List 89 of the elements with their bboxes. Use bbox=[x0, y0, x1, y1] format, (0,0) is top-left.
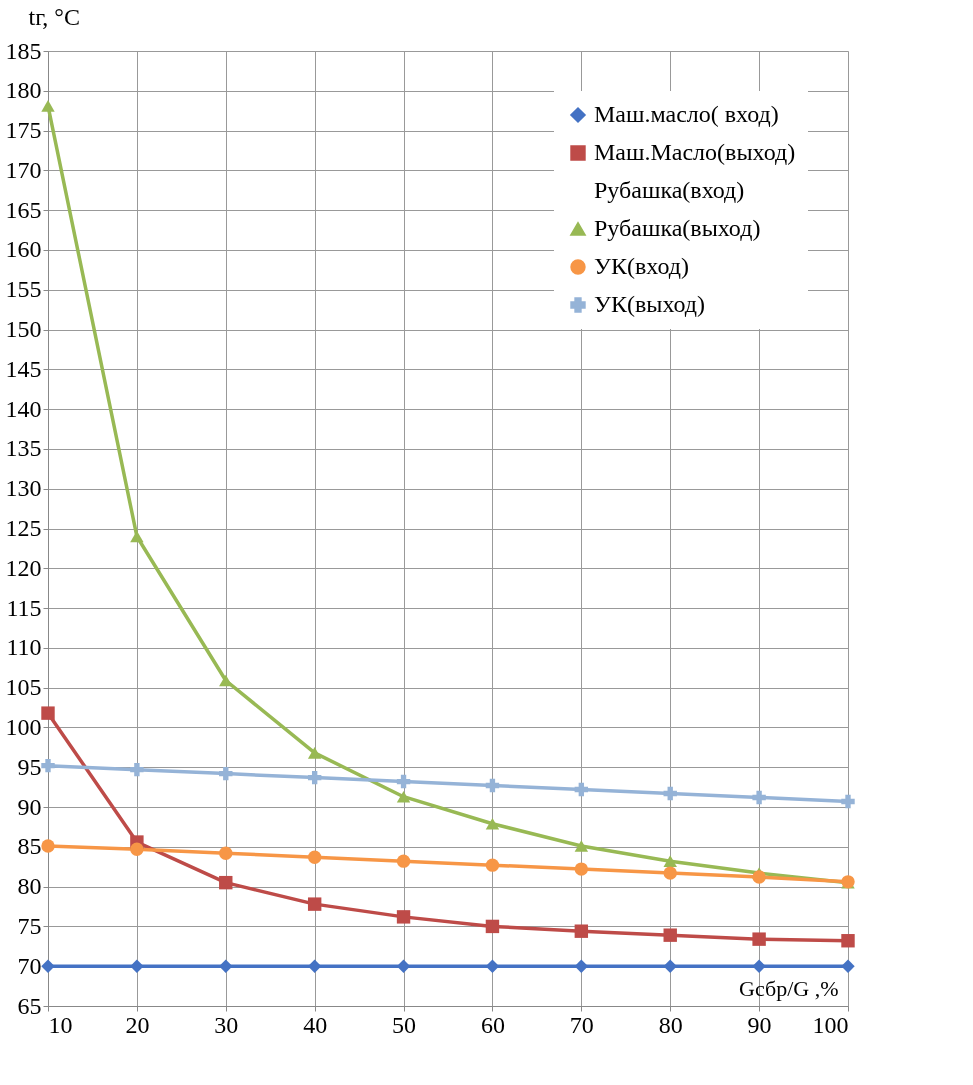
point bbox=[485, 919, 500, 934]
point bbox=[219, 846, 233, 860]
y-tick-label: 115 bbox=[6, 594, 42, 621]
point bbox=[41, 839, 55, 853]
point bbox=[841, 794, 855, 809]
point bbox=[41, 758, 55, 773]
y-tick-label: 70 bbox=[17, 952, 42, 979]
x-tick-label: 10 bbox=[48, 1011, 73, 1038]
point bbox=[663, 786, 677, 801]
legend-label: УК(выход) bbox=[594, 291, 706, 317]
text: Рубашка(вход) bbox=[594, 177, 745, 203]
legend-label: УК(вход) bbox=[594, 253, 689, 279]
y-tick-label: 140 bbox=[5, 395, 42, 422]
point bbox=[307, 897, 322, 911]
y-tick-label: 105 bbox=[5, 674, 42, 701]
y-tick-label: 150 bbox=[5, 316, 42, 343]
y-tick-label: 155 bbox=[5, 276, 42, 303]
y-tick-label: 75 bbox=[17, 912, 42, 939]
point bbox=[485, 817, 500, 830]
point bbox=[485, 858, 500, 872]
point bbox=[307, 850, 322, 864]
y-tick-label: 135 bbox=[5, 435, 42, 462]
y-tick-label: 170 bbox=[5, 156, 42, 183]
x-tick-label: 40 bbox=[303, 1011, 328, 1038]
y-tick-label: 85 bbox=[17, 833, 42, 860]
point bbox=[574, 959, 589, 973]
point bbox=[130, 959, 144, 973]
legend-label: Маш.Масло(выход) bbox=[594, 139, 796, 165]
x-tick-label: 70 bbox=[569, 1011, 594, 1038]
x-tick-label: 80 bbox=[658, 1011, 683, 1038]
point bbox=[396, 959, 411, 973]
y-tick-label: 175 bbox=[5, 117, 42, 144]
point bbox=[219, 875, 233, 890]
x-tick-label: 90 bbox=[747, 1011, 772, 1038]
point bbox=[307, 747, 322, 759]
point bbox=[130, 530, 144, 543]
point bbox=[396, 854, 411, 868]
y-tick-label: 80 bbox=[17, 873, 42, 900]
y-tick-label: 100 bbox=[5, 713, 42, 740]
point bbox=[396, 790, 411, 803]
point bbox=[574, 840, 589, 852]
y-tick-label: 160 bbox=[5, 236, 42, 263]
point bbox=[485, 778, 500, 793]
point bbox=[130, 842, 144, 856]
point bbox=[307, 959, 322, 973]
x-tick-label: 20 bbox=[125, 1011, 150, 1038]
y-tick-label: 130 bbox=[5, 475, 42, 502]
y-tick-label: 145 bbox=[5, 355, 42, 382]
y-axis-title: tг, °C bbox=[28, 3, 80, 30]
point bbox=[841, 959, 855, 973]
point bbox=[396, 910, 411, 924]
y-tick-label: 120 bbox=[5, 554, 42, 581]
y-tick-label: 180 bbox=[5, 77, 42, 104]
point bbox=[752, 932, 766, 946]
x-tick-label: 100 bbox=[812, 1011, 849, 1038]
y-tick-label: 165 bbox=[5, 196, 42, 223]
point bbox=[41, 959, 55, 973]
point bbox=[574, 782, 589, 797]
point bbox=[752, 790, 766, 805]
y-tick-label: 110 bbox=[6, 634, 42, 661]
point bbox=[574, 924, 589, 938]
point bbox=[219, 766, 233, 781]
x-axis-title: Gсбр/G ,% bbox=[739, 975, 839, 1001]
point bbox=[663, 959, 677, 973]
point bbox=[841, 934, 855, 948]
y-tick-label: 90 bbox=[17, 793, 42, 820]
point bbox=[574, 862, 589, 876]
point bbox=[752, 870, 766, 884]
legend-label: Маш.масло( вход) bbox=[594, 101, 779, 127]
point bbox=[219, 674, 233, 687]
y-tick-label: 95 bbox=[17, 753, 42, 780]
y-tick-label: 65 bbox=[17, 992, 42, 1019]
point bbox=[307, 770, 322, 785]
point bbox=[41, 100, 55, 112]
point bbox=[663, 928, 677, 942]
point bbox=[663, 855, 677, 867]
point bbox=[41, 706, 55, 720]
point bbox=[396, 774, 411, 789]
x-tick-label: 60 bbox=[480, 1011, 505, 1038]
point bbox=[485, 959, 500, 973]
legend-label: Рубашка(выход) bbox=[594, 215, 761, 241]
y-tick-label: 185 bbox=[5, 37, 42, 64]
point bbox=[752, 959, 766, 973]
x-tick-label: 50 bbox=[392, 1011, 417, 1038]
point bbox=[663, 866, 677, 880]
y-tick-label: 125 bbox=[5, 515, 42, 541]
point bbox=[130, 762, 144, 777]
point bbox=[219, 959, 233, 973]
x-tick-label: 30 bbox=[214, 1011, 239, 1038]
